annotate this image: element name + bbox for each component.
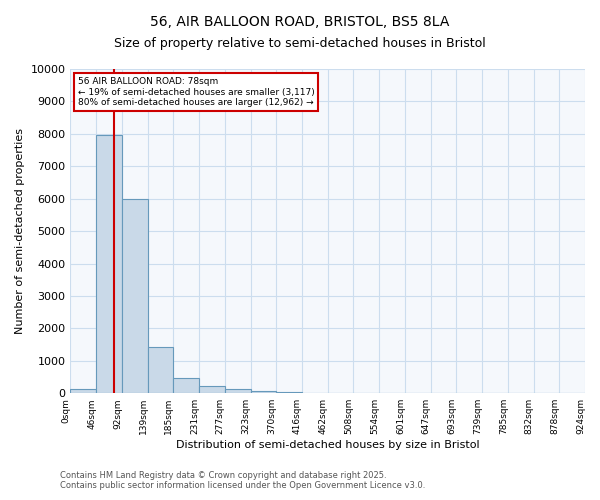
Text: 56, AIR BALLOON ROAD, BRISTOL, BS5 8LA: 56, AIR BALLOON ROAD, BRISTOL, BS5 8LA: [151, 15, 449, 29]
Bar: [122, 198, 148, 393]
Text: Size of property relative to semi-detached houses in Bristol: Size of property relative to semi-detach…: [114, 38, 486, 51]
Text: Contains HM Land Registry data © Crown copyright and database right 2025.
Contai: Contains HM Land Registry data © Crown c…: [60, 470, 425, 490]
Bar: [148, 347, 173, 393]
Bar: [276, 392, 302, 393]
Bar: [199, 386, 225, 393]
Bar: [96, 136, 122, 393]
X-axis label: Distribution of semi-detached houses by size in Bristol: Distribution of semi-detached houses by …: [176, 440, 479, 450]
Y-axis label: Number of semi-detached properties: Number of semi-detached properties: [15, 128, 25, 334]
Bar: [251, 390, 276, 393]
Bar: [225, 390, 251, 393]
Bar: [173, 378, 199, 393]
Text: 56 AIR BALLOON ROAD: 78sqm
← 19% of semi-detached houses are smaller (3,117)
80%: 56 AIR BALLOON ROAD: 78sqm ← 19% of semi…: [77, 77, 314, 107]
Bar: [70, 390, 96, 393]
